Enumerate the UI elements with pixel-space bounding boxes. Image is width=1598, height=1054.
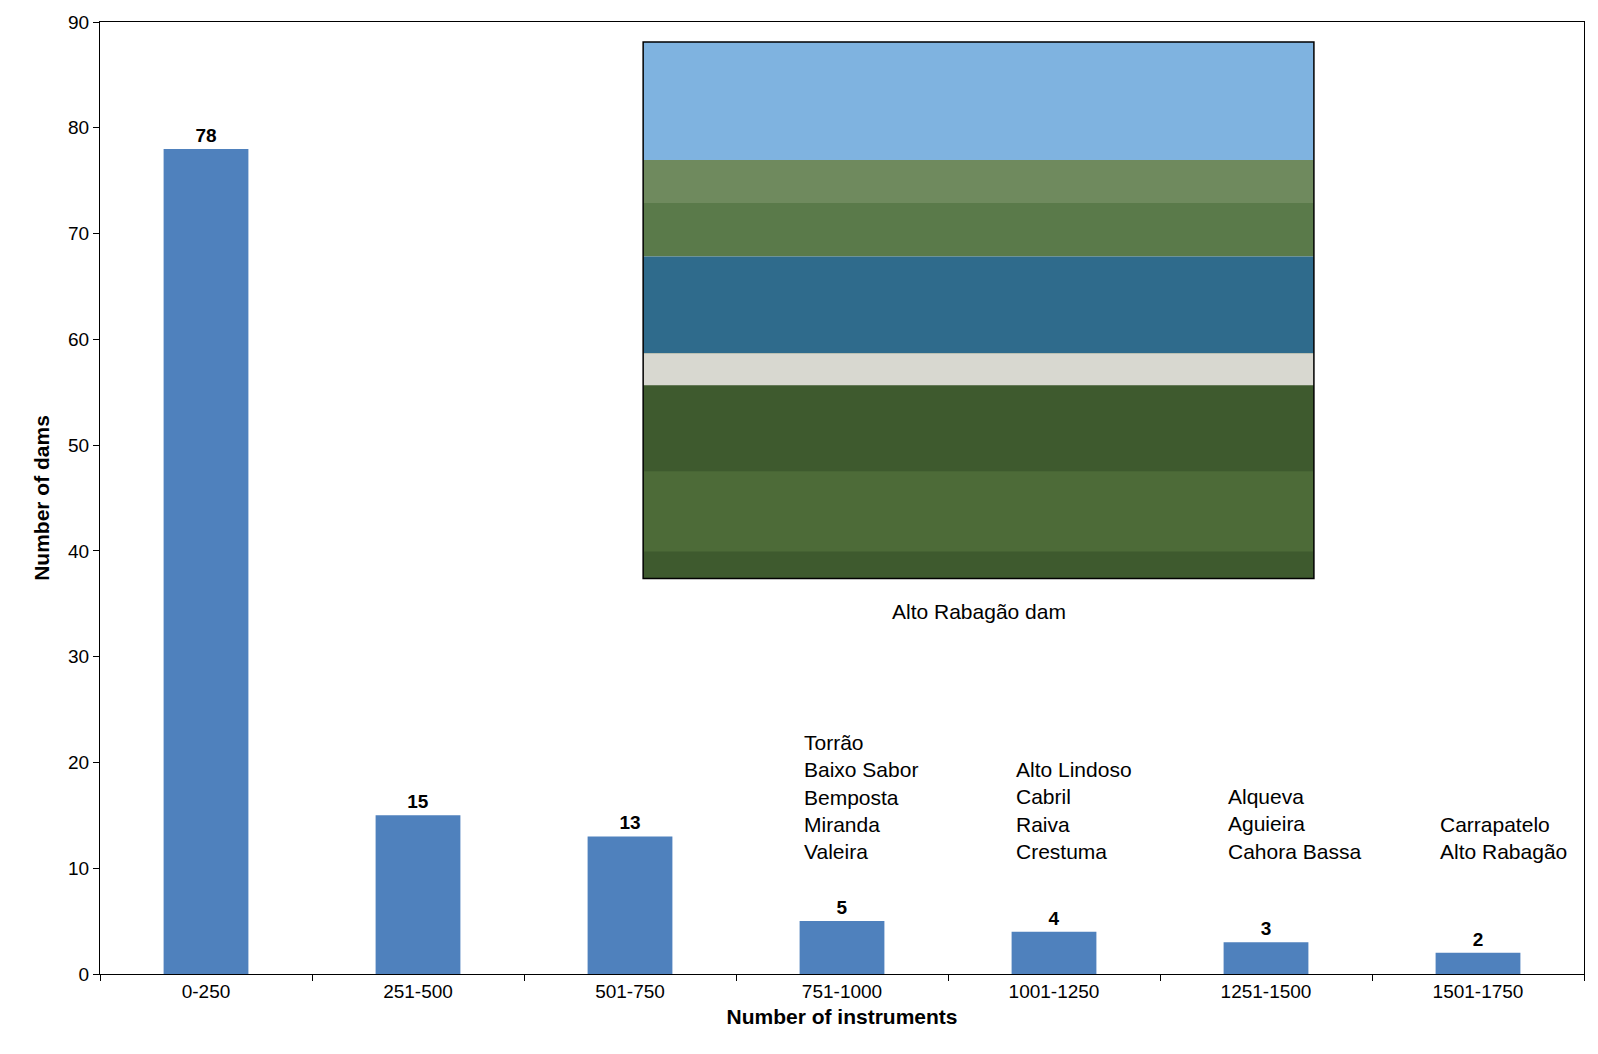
svg-text:Alto LindosoCabrilRaivaCrestum: Alto LindosoCabrilRaivaCrestuma [1016,758,1132,863]
svg-text:Number of instruments: Number of instruments [726,1005,957,1028]
svg-text:60: 60 [68,329,89,350]
svg-text:40: 40 [68,541,89,562]
svg-text:3: 3 [1261,918,1272,939]
svg-text:1001-1250: 1001-1250 [1009,981,1100,1002]
svg-text:80: 80 [68,117,89,138]
svg-text:1501-1750: 1501-1750 [1433,981,1524,1002]
svg-text:751-1000: 751-1000 [802,981,882,1002]
svg-text:78: 78 [195,125,216,146]
svg-text:90: 90 [68,12,89,33]
svg-text:501-750: 501-750 [595,981,665,1002]
svg-text:Number of dams: Number of dams [30,415,53,581]
svg-text:Alto Rabagão dam: Alto Rabagão dam [892,600,1066,623]
svg-text:4: 4 [1049,908,1060,929]
svg-text:0-250: 0-250 [182,981,231,1002]
svg-text:13: 13 [619,812,640,833]
svg-text:20: 20 [68,752,89,773]
svg-text:70: 70 [68,223,89,244]
svg-text:1251-1500: 1251-1500 [1221,981,1312,1002]
svg-text:2: 2 [1473,929,1484,950]
svg-text:10: 10 [68,858,89,879]
svg-text:CarrapateloAlto Rabagão: CarrapateloAlto Rabagão [1440,813,1567,863]
svg-text:30: 30 [68,646,89,667]
svg-text:251-500: 251-500 [383,981,453,1002]
svg-text:AlquevaAguieiraCahora Bassa: AlquevaAguieiraCahora Bassa [1228,785,1361,863]
svg-text:5: 5 [837,897,848,918]
svg-text:TorrãoBaixo SaborBempostaMiran: TorrãoBaixo SaborBempostaMirandaValeira [804,731,918,863]
svg-text:15: 15 [407,791,429,812]
svg-text:50: 50 [68,435,89,456]
svg-text:0: 0 [79,964,90,985]
